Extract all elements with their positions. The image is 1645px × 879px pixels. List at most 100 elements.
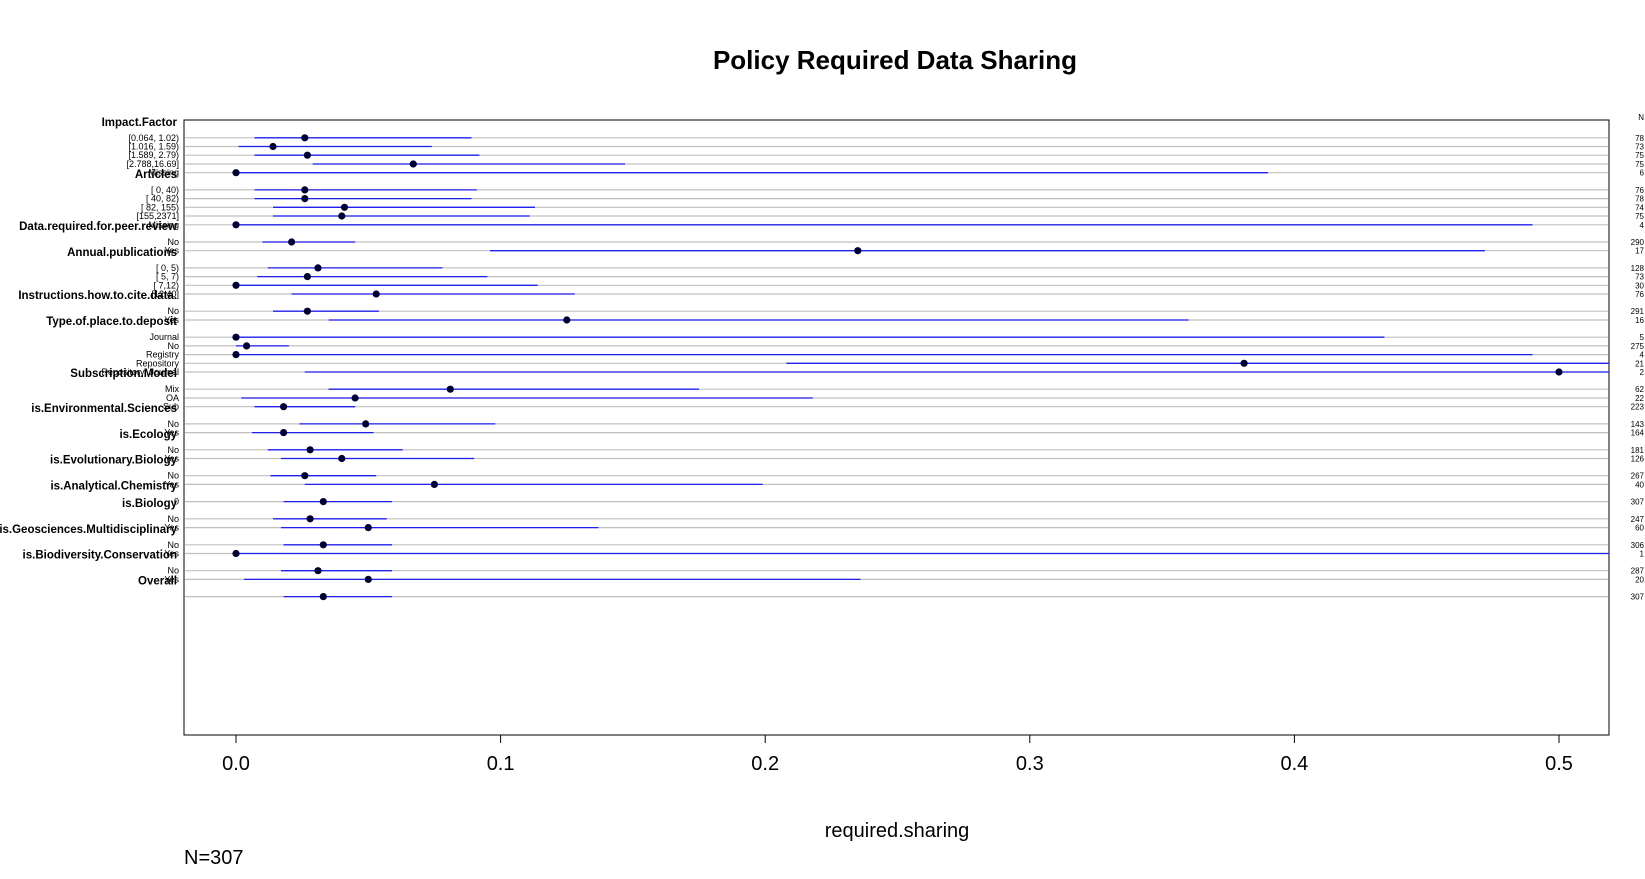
count-label: 267 — [1631, 472, 1645, 481]
level-label: No — [167, 237, 179, 247]
count-label: 20 — [1635, 575, 1644, 584]
level-label: Yes — [164, 523, 179, 533]
count-label: 2 — [1640, 368, 1645, 377]
group-label: Articles — [135, 169, 177, 181]
level-label: No — [167, 341, 179, 351]
estimate-point — [340, 203, 349, 211]
count-label: 73 — [1635, 143, 1644, 152]
level-label: No — [167, 445, 179, 455]
group-label: Data.required.for.peer.review — [19, 221, 177, 233]
count-label: 290 — [1631, 238, 1645, 247]
estimate-point — [301, 195, 309, 203]
count-label: 181 — [1631, 446, 1645, 455]
level-label: [2.788,16.69] — [126, 159, 179, 169]
count-label: 126 — [1631, 455, 1645, 464]
level-label: [ 5, 7) — [156, 272, 179, 282]
level-label: No — [167, 306, 179, 316]
footnote: N=307 — [184, 847, 244, 869]
level-label: Missing — [148, 168, 179, 178]
group-label: is.Geosciences.Multidisciplinary — [0, 524, 178, 536]
count-label: 76 — [1635, 186, 1644, 195]
rows-layer: Impact.Factor [0.064, 1.02) 78 [1.016, 1.59… — [0, 117, 1645, 602]
count-label: 30 — [1635, 281, 1644, 290]
count-label: 75 — [1635, 212, 1644, 221]
level-label: [1.589, 2.79) — [128, 150, 179, 160]
count-label: 62 — [1635, 385, 1644, 394]
group-label: is.Biology — [122, 498, 178, 510]
chart-title: Policy Required Data Sharing — [713, 45, 1077, 75]
level-label: 0 — [174, 497, 179, 507]
estimate-point — [232, 169, 240, 177]
count-label: 75 — [1635, 151, 1644, 160]
group-label: Overall — [138, 576, 177, 588]
level-label: Repository — [136, 358, 180, 368]
level-label: Mix — [165, 384, 179, 394]
x-axis: 0.0 0.1 0.2 0.3 0.4 0.5 — [222, 735, 1573, 775]
count-label: 4 — [1640, 221, 1645, 230]
level-label: No — [167, 566, 179, 576]
level-label: Journal — [149, 332, 179, 342]
count-label: 128 — [1631, 264, 1645, 273]
x-tick-label: 0.5 — [1545, 753, 1573, 775]
level-label: Missing — [148, 220, 179, 230]
estimate-point — [319, 541, 327, 549]
level-label: Yes — [164, 428, 179, 438]
level-label: [ 0, 5) — [156, 263, 179, 273]
count-label: 1 — [1640, 550, 1645, 559]
count-label: 40 — [1635, 480, 1644, 489]
level-label: Repository; Journal — [101, 367, 179, 377]
level-label: Yes — [164, 454, 179, 464]
estimate-point — [446, 385, 454, 393]
level-label: [ 7,12) — [153, 280, 179, 290]
level-label: [ 82, 155) — [141, 202, 179, 212]
level-label: [ 40, 82) — [146, 194, 179, 204]
count-label: 5 — [1640, 333, 1645, 342]
level-label: No — [167, 471, 179, 481]
x-tick-label: 0.2 — [751, 753, 779, 775]
level-label: [0.064, 1.02) — [128, 133, 179, 143]
count-label: 275 — [1631, 342, 1645, 351]
level-label: [155,2371] — [136, 211, 179, 221]
estimate-point — [232, 333, 240, 341]
estimate-point — [303, 273, 311, 281]
level-label: Yes — [164, 574, 179, 584]
estimate-point — [288, 238, 296, 246]
estimate-point — [1555, 368, 1563, 376]
estimate-point — [362, 420, 370, 428]
level-label: No — [167, 419, 179, 429]
group-label: is.Biodiversity.Conservation — [23, 550, 177, 562]
group-label: is.Ecology — [119, 429, 177, 441]
group-label: is.Environmental.Sciences — [31, 403, 177, 415]
count-label: 287 — [1631, 567, 1645, 576]
count-label: 307 — [1631, 498, 1645, 507]
group-label: is.Analytical.Chemistry — [50, 481, 177, 493]
level-label: Yes — [164, 315, 179, 325]
estimate-point — [306, 515, 314, 523]
estimate-point — [364, 524, 372, 532]
count-header: N — [1638, 113, 1644, 122]
level-label: [12,40] — [151, 289, 179, 299]
estimate-point — [364, 575, 372, 584]
x-axis-label: required.sharing — [825, 820, 970, 842]
group-label: is.Evolutionary.Biology — [50, 455, 178, 467]
count-label: 76 — [1635, 290, 1644, 299]
estimate-point — [243, 342, 251, 350]
estimate-point — [1240, 359, 1248, 367]
group-label: Annual.publications — [67, 247, 177, 259]
level-label: Sub — [163, 402, 179, 412]
estimate-point — [232, 351, 240, 359]
level-label: No — [167, 514, 179, 524]
group-label: Impact.Factor — [102, 117, 178, 129]
estimate-point — [303, 151, 311, 159]
estimate-point — [430, 480, 438, 488]
plot-frame — [183, 119, 1610, 736]
count-label: 22 — [1635, 394, 1644, 403]
count-label: 291 — [1631, 307, 1645, 316]
x-tick-label: 0.1 — [487, 753, 515, 775]
estimate-point — [232, 221, 240, 229]
group-label: Instructions.how.to.cite.data. — [18, 290, 177, 302]
estimate-point — [301, 134, 309, 142]
level-label: OA — [166, 393, 179, 403]
level-label: No — [167, 540, 179, 550]
count-label: 75 — [1635, 160, 1644, 169]
